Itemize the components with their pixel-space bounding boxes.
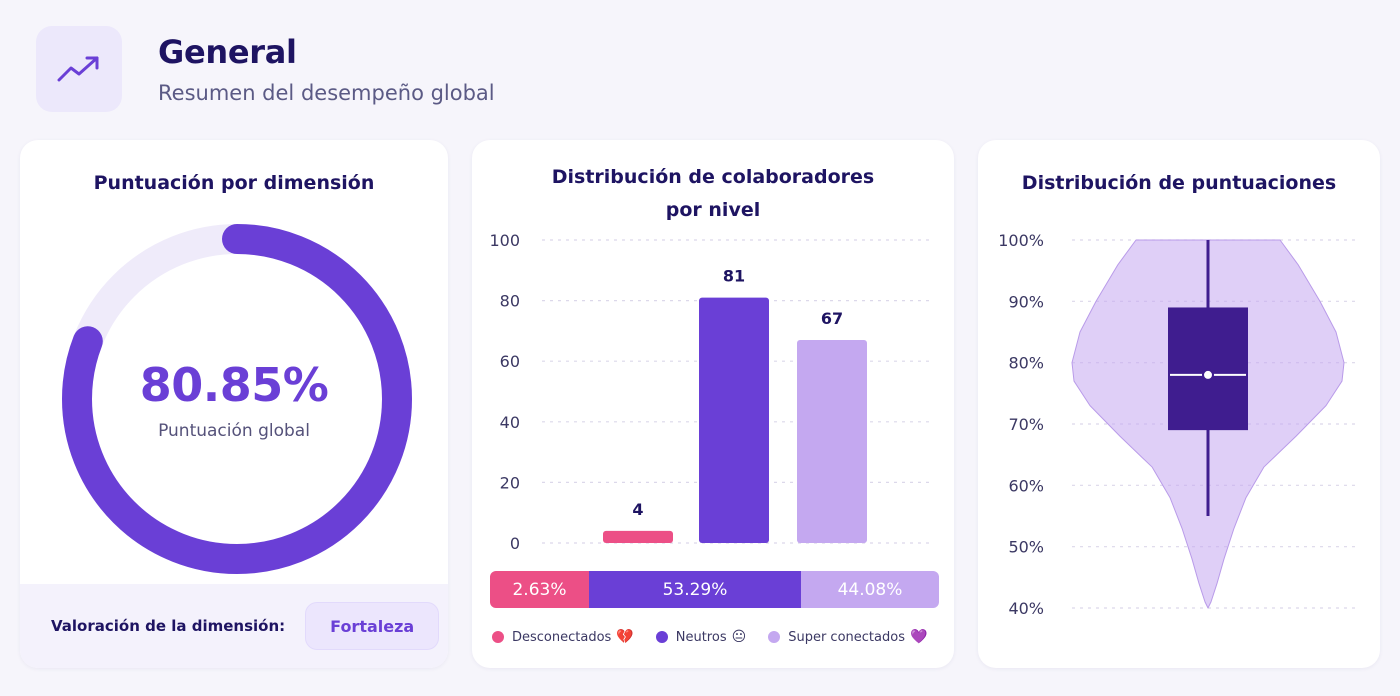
global-score-label: Puntuación global — [158, 421, 310, 441]
donut-progress — [62, 224, 412, 574]
legend-dot — [492, 631, 504, 643]
percentage-segment: 2.63% — [490, 571, 589, 608]
y-tick-label: 80 — [500, 292, 520, 311]
dimension-rating-footer: Valoración de la dimensión: Fortaleza — [20, 584, 448, 668]
legend-label: Desconectados — [512, 629, 612, 645]
y-tick-label: 60% — [1008, 476, 1044, 495]
legend-item: Neutros 😐 — [655, 629, 747, 645]
percentage-segment: 53.29% — [589, 571, 801, 608]
rating-label: Valoración de la dimensión: — [51, 617, 286, 635]
legend-label: Neutros — [675, 629, 727, 645]
legend-dot — [768, 631, 781, 643]
bar-chart: 0 20 40 60 80 100 4 81 67 — [489, 231, 934, 553]
y-tick-label: 50% — [1008, 538, 1044, 557]
y-tick-label: 100 — [489, 231, 520, 250]
legend-emoji-icon: 😐 — [731, 629, 747, 645]
card-title-line1: Distribución de colaboradores — [551, 166, 875, 188]
score-donut-chart — [62, 224, 412, 574]
rating-badge[interactable]: Fortaleza — [305, 602, 440, 650]
bar-value-label: 81 — [723, 267, 745, 286]
violin-chart: 40% 50% 60% 70% 80% 90% 100% — [998, 231, 1360, 618]
card-title-line2: por nivel — [665, 199, 761, 221]
legend-item: Desconectados 💔 — [492, 629, 634, 645]
y-tick-label: 90% — [1008, 292, 1044, 311]
page-title: General — [158, 33, 297, 71]
legend-emoji-icon: 💔 — [616, 629, 634, 645]
y-tick-label: 40 — [500, 413, 520, 432]
trending-up-icon — [36, 26, 122, 112]
scores-distribution-card: Distribución de puntuaciones 40% 50% 60% 70… — [978, 140, 1380, 668]
iqr-box[interactable] — [1168, 307, 1248, 431]
legend-item: Super conectados 💜 — [768, 629, 927, 645]
bar-3[interactable] — [797, 339, 867, 543]
y-tick-label: 20 — [500, 473, 520, 492]
percentage-bar: 2.63% 53.29% 44.08% — [490, 571, 939, 608]
global-score-value: 80.85% — [139, 358, 329, 412]
y-tick-label: 100% — [998, 231, 1044, 250]
y-tick-label: 70% — [1008, 415, 1044, 434]
y-tick-label: 40% — [1008, 599, 1044, 618]
page-header: General Resumen del desempeño global — [36, 26, 495, 112]
distribution-card: Distribución de colaboradores por nivel … — [472, 140, 954, 668]
card-title: Puntuación por dimensión — [93, 172, 375, 194]
bar-value-label: 67 — [821, 309, 843, 328]
median-point — [1202, 368, 1214, 381]
dimension-score-card: Puntuación por dimensión 80.85% Puntuaci… — [20, 140, 448, 668]
legend-emoji-icon: 💜 — [909, 629, 928, 645]
percentage-segment: 44.08% — [801, 571, 939, 608]
y-tick-label: 80% — [1008, 354, 1044, 373]
card-title: Distribución de puntuaciones — [1021, 172, 1337, 194]
legend-label: Super conectados — [788, 629, 905, 645]
chart-legend: Desconectados 💔 Neutros 😐 Super conectados 💜 — [492, 629, 949, 645]
legend-dot — [655, 631, 668, 643]
bar-2[interactable] — [699, 297, 769, 543]
page-subtitle: Resumen del desempeño global — [158, 81, 495, 105]
bar-value-label: 4 — [632, 500, 643, 519]
y-tick-label: 60 — [500, 352, 520, 371]
bar-1[interactable] — [603, 530, 673, 543]
y-tick-label: 0 — [510, 534, 520, 553]
